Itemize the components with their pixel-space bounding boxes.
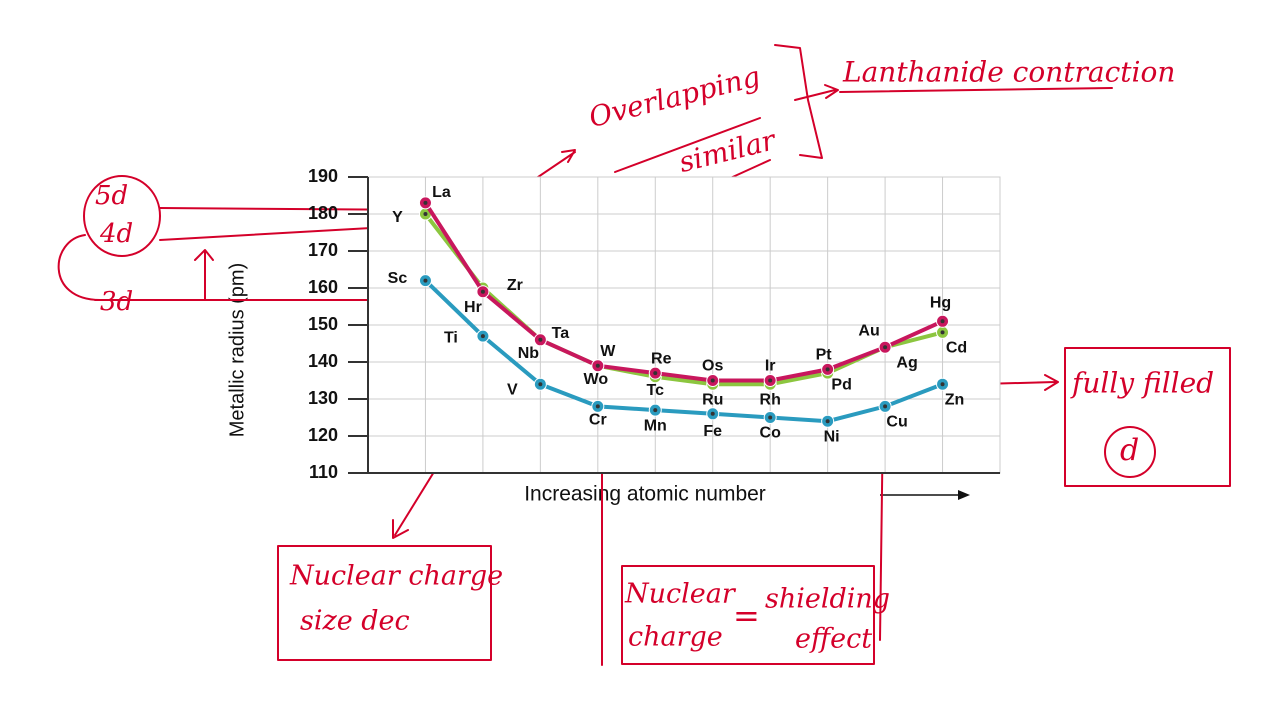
data-point-center [480, 289, 485, 294]
data-point-center [653, 408, 658, 413]
data-point-center [940, 330, 945, 335]
point-label: Cr [589, 412, 607, 429]
annotation: effect [795, 624, 872, 655]
data-point-center [710, 378, 715, 383]
data-point-center [480, 334, 485, 339]
y-axis-label: Metallic radius (pm) [226, 263, 248, 437]
point-label: V [507, 381, 518, 398]
annotation: d [1120, 433, 1139, 468]
annotation: Overlapping [586, 60, 764, 134]
data-point-center [538, 382, 543, 387]
point-label: Pd [831, 376, 851, 393]
point-label: Y [392, 209, 403, 226]
x-axis-label: Increasing atomic number [524, 483, 766, 506]
data-point-center [940, 382, 945, 387]
data-point-center [595, 363, 600, 368]
annotation: similar [676, 123, 781, 179]
data-point-center [423, 200, 428, 205]
annotation: 3d [100, 287, 133, 317]
point-label: Os [702, 358, 723, 375]
data-point-center [595, 404, 600, 409]
data-point-center [883, 345, 888, 350]
data-point-center [825, 419, 830, 424]
y-tick-label: 170 [308, 240, 338, 260]
point-label: Mn [644, 417, 667, 434]
point-label: Wo [584, 371, 609, 388]
point-label: Ir [765, 358, 776, 375]
point-label: Fe [703, 423, 722, 440]
point-label: Cd [946, 340, 967, 357]
series-line [423, 201, 944, 383]
annotation: Lanthanide contraction [842, 56, 1175, 89]
annotation: Nuclear charge [289, 561, 503, 592]
y-tick-label: 130 [308, 388, 338, 408]
annotation: = [733, 597, 760, 635]
point-label: Ag [896, 354, 917, 371]
annotation: charge [628, 622, 723, 653]
data-point-center [653, 371, 658, 376]
data-point-center [940, 319, 945, 324]
point-label: Rh [760, 391, 781, 408]
point-label: Sc [388, 270, 408, 287]
point-label: Au [858, 322, 879, 339]
point-label: Nb [518, 345, 540, 362]
point-label: La [432, 184, 451, 201]
data-point-center [423, 278, 428, 283]
point-label: Hr [464, 299, 482, 316]
annotation: size dec [300, 606, 410, 637]
point-label: Zr [507, 277, 523, 294]
y-tick-label: 190 [308, 166, 338, 186]
y-tick-label: 110 [309, 462, 338, 482]
data-point-center [883, 404, 888, 409]
point-label: Cu [886, 414, 907, 431]
y-tick-label: 160 [308, 277, 338, 297]
data-point-center [768, 415, 773, 420]
point-label: Zn [945, 391, 965, 408]
data-point-center [825, 367, 830, 372]
y-tick-label: 140 [308, 351, 338, 371]
annotation: fully filled [1070, 367, 1214, 400]
y-tick-label: 120 [308, 425, 338, 445]
point-label: Co [760, 425, 782, 442]
data-point-center [538, 337, 543, 342]
point-label: Pt [816, 347, 833, 364]
annotation: 5d [95, 181, 128, 211]
data-point-center [423, 212, 428, 216]
annotation: shielding [765, 584, 890, 615]
annotation: Nuclear [624, 579, 737, 610]
x-arrow [880, 490, 970, 500]
point-label: Ta [552, 325, 570, 342]
point-label: W [600, 343, 616, 360]
annotation: 4d [99, 219, 133, 249]
point-label: Ru [702, 391, 723, 408]
y-tick-label: 180 [308, 203, 338, 223]
series-line [424, 279, 944, 424]
data-point-center [710, 411, 715, 416]
point-label: Hg [930, 295, 951, 312]
data-point-center [768, 378, 773, 383]
point-label: Ti [444, 329, 458, 346]
point-label: Ni [824, 428, 840, 445]
y-tick-label: 150 [308, 314, 338, 334]
point-label: Re [651, 350, 672, 367]
point-label: Tc [647, 382, 665, 399]
